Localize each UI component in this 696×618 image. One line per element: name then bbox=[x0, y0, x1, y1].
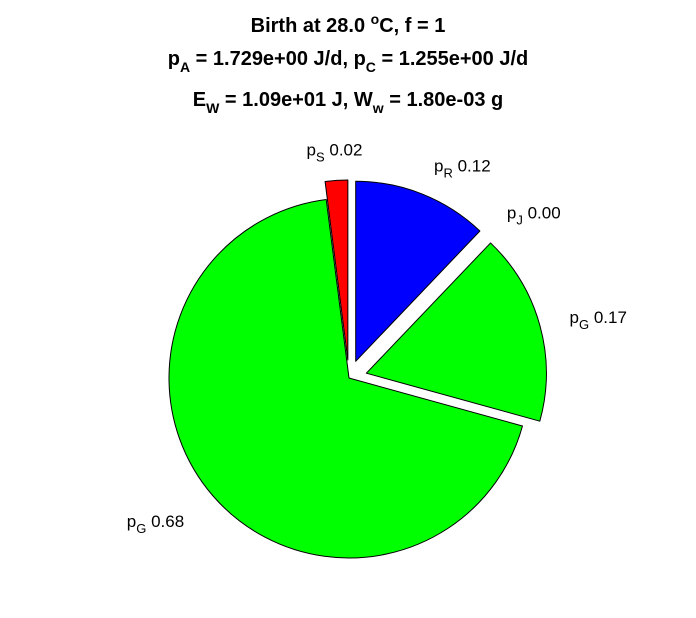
title-line-1: Birth at 28.0 oC, f = 1 bbox=[251, 11, 446, 37]
pie-slice-pr-0 bbox=[355, 180, 481, 362]
chart-title: Birth at 28.0 oC, f = 1 pA = 1.729e+00 J… bbox=[168, 11, 529, 116]
slice-label-pj-1: pJ 0.00 bbox=[507, 203, 561, 227]
pie-slice-pg-3 bbox=[168, 198, 523, 559]
pie-labels: pR 0.12 pJ 0.00 pG 0.17 pG 0.68 pS 0.02 bbox=[127, 141, 627, 536]
pie-slice-ps-4 bbox=[324, 179, 349, 361]
pie-slice-pg-2 bbox=[365, 242, 547, 422]
slice-label-pg-3: pG 0.68 bbox=[127, 512, 184, 536]
title-line-3: EW = 1.09e+01 J, Ww = 1.80e-03 g bbox=[193, 89, 503, 116]
pie-slices bbox=[168, 179, 547, 559]
slice-label-pr-0: pR 0.12 bbox=[434, 157, 491, 181]
title-line-2: pA = 1.729e+00 J/d, pC = 1.255e+00 J/d bbox=[168, 48, 529, 75]
slice-label-pg-2: pG 0.17 bbox=[570, 308, 627, 332]
slice-label-ps-4: pS 0.02 bbox=[307, 141, 363, 165]
